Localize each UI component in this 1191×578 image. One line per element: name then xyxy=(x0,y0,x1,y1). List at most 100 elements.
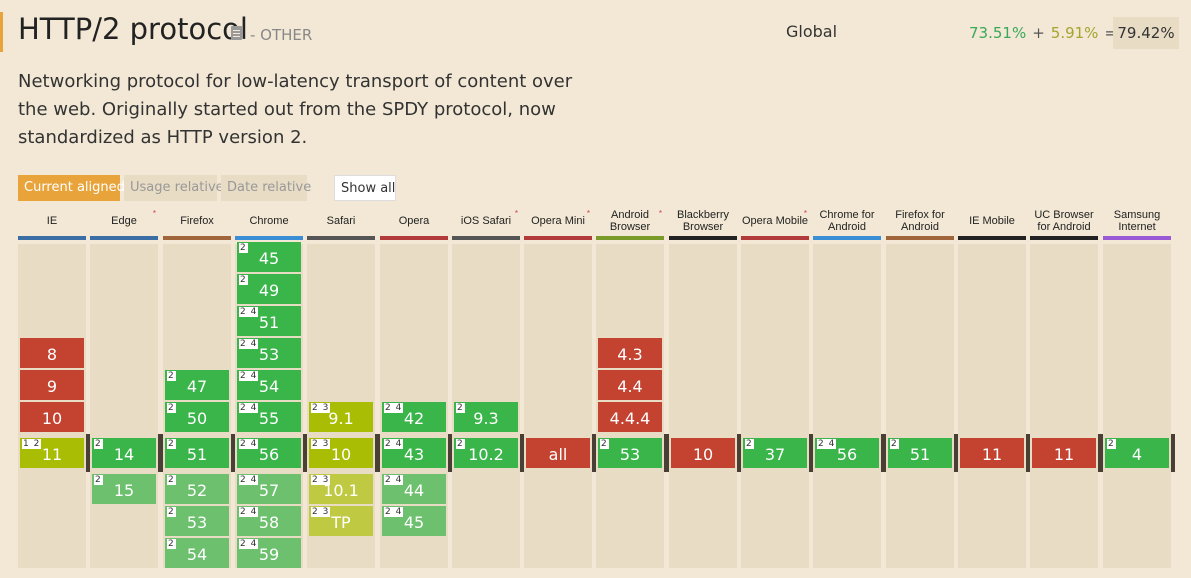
note-marker: 2 4 xyxy=(239,371,259,381)
browser-color-line xyxy=(669,236,737,240)
browser-color-line xyxy=(380,236,448,240)
version-label: 45 xyxy=(403,513,425,532)
version-cell[interactable]: 10.1 2 3 xyxy=(309,474,373,504)
version-cell[interactable]: 52 2 xyxy=(165,474,229,504)
browser-header[interactable]: Opera Mini * xyxy=(524,206,592,236)
version-cell[interactable]: 49 2 xyxy=(237,274,301,304)
version-label: 15 xyxy=(113,481,135,500)
accent-bar xyxy=(0,12,3,52)
version-cell[interactable]: 14 2 xyxy=(92,438,156,468)
version-cell[interactable]: 44 2 4 xyxy=(382,474,446,504)
version-cell[interactable]: 45 2 4 xyxy=(382,506,446,536)
browser-header[interactable]: UC Browser for Android xyxy=(1030,206,1098,236)
version-cell[interactable]: 10 2 3 xyxy=(309,438,373,468)
browser-header[interactable]: Firefox for Android xyxy=(886,206,954,236)
version-cell[interactable]: 47 2 xyxy=(165,370,229,400)
version-cell[interactable]: 51 2 xyxy=(165,438,229,468)
version-cell[interactable]: 54 2 4 xyxy=(237,370,301,400)
date-relative-button[interactable]: Date relative xyxy=(221,175,311,201)
show-all-button[interactable]: Show all xyxy=(334,175,396,201)
browser-color-line xyxy=(813,236,881,240)
browser-name: Chrome for Android xyxy=(819,209,875,233)
version-cell[interactable]: 51 2 4 xyxy=(237,306,301,336)
version-label: 53 xyxy=(258,345,280,364)
version-cell[interactable]: 9.3 2 xyxy=(454,402,518,432)
version-label: 9.1 xyxy=(328,409,354,428)
note-marker: 2 4 xyxy=(239,475,259,485)
version-label: 37 xyxy=(764,445,786,464)
version-cell[interactable]: 15 2 xyxy=(92,474,156,504)
version-cell[interactable]: 10.2 2 xyxy=(454,438,518,468)
version-cell[interactable]: 10 xyxy=(20,402,84,432)
version-label: 9.3 xyxy=(473,409,499,428)
version-cell[interactable]: 45 2 xyxy=(237,242,301,272)
version-label: 53 xyxy=(186,513,208,532)
version-cell[interactable]: 58 2 4 xyxy=(237,506,301,536)
version-cell[interactable]: 11 xyxy=(1032,438,1096,468)
usage-relative-button[interactable]: Usage relative xyxy=(124,175,224,201)
version-label: 51 xyxy=(909,445,931,464)
version-cell[interactable]: 9.1 2 3 xyxy=(309,402,373,432)
browser-header[interactable]: Edge * xyxy=(90,206,158,236)
browser-header[interactable]: Opera Mobile * xyxy=(741,206,809,236)
browser-header[interactable]: Android Browser * xyxy=(596,206,664,236)
version-cell[interactable]: 11 xyxy=(960,438,1024,468)
version-cell[interactable]: 50 2 xyxy=(165,402,229,432)
browser-header[interactable]: IE Mobile xyxy=(958,206,1026,236)
browser-name: Chrome xyxy=(249,215,289,227)
browser-header[interactable]: Opera xyxy=(380,206,448,236)
version-label: 4.4.4 xyxy=(609,409,651,428)
version-label: 54 xyxy=(186,545,208,564)
browser-name: Opera xyxy=(398,215,430,227)
version-cell[interactable]: 11 1 2 xyxy=(20,438,84,468)
version-label: 51 xyxy=(186,445,208,464)
usage-partial: 5.91% xyxy=(1050,24,1099,42)
version-cell[interactable]: 55 2 4 xyxy=(237,402,301,432)
version-cell[interactable]: 53 2 xyxy=(165,506,229,536)
version-cell[interactable]: 4.4.4 xyxy=(598,402,662,432)
browser-header[interactable]: Safari xyxy=(307,206,375,236)
browser-name: Opera Mobile xyxy=(741,215,809,227)
version-cell[interactable]: 42 2 4 xyxy=(382,402,446,432)
version-cell[interactable]: 9 xyxy=(20,370,84,400)
browser-name: Android Browser xyxy=(609,209,651,233)
current-aligned-button[interactable]: Current aligned xyxy=(18,175,125,201)
version-cell[interactable]: 37 2 xyxy=(743,438,807,468)
browser-column xyxy=(813,244,881,568)
note-marker: 2 xyxy=(167,539,176,549)
version-cell[interactable]: 57 2 4 xyxy=(237,474,301,504)
browser-header[interactable]: Blackberry Browser xyxy=(669,206,737,236)
document-icon[interactable] xyxy=(231,26,242,40)
version-cell[interactable]: TP 2 3 xyxy=(309,506,373,536)
note-marker: 2 xyxy=(167,403,176,413)
version-cell[interactable]: 51 2 xyxy=(888,438,952,468)
version-cell[interactable]: all xyxy=(526,438,590,468)
browser-color-line xyxy=(958,236,1026,240)
browser-header[interactable]: IE xyxy=(18,206,86,236)
version-cell[interactable]: 4.4 xyxy=(598,370,662,400)
version-cell[interactable]: 53 2 4 xyxy=(237,338,301,368)
version-cell[interactable]: 59 2 4 xyxy=(237,538,301,568)
note-marker: 2 xyxy=(745,439,754,449)
browser-header[interactable]: Firefox xyxy=(163,206,231,236)
version-label: 44 xyxy=(403,481,425,500)
version-label: 56 xyxy=(836,445,858,464)
note-marker: 2 4 xyxy=(384,475,404,485)
version-label: 10.1 xyxy=(323,481,359,500)
browser-header[interactable]: Samsung Internet xyxy=(1103,206,1171,236)
version-cell[interactable]: 8 xyxy=(20,338,84,368)
browser-header[interactable]: Chrome xyxy=(235,206,303,236)
version-cell[interactable]: 56 2 4 xyxy=(815,438,879,468)
browser-header[interactable]: iOS Safari * xyxy=(452,206,520,236)
version-cell[interactable]: 10 xyxy=(671,438,735,468)
version-cell[interactable]: 53 2 xyxy=(598,438,662,468)
version-cell[interactable]: 4.3 xyxy=(598,338,662,368)
version-cell[interactable]: 43 2 4 xyxy=(382,438,446,468)
browser-color-line xyxy=(1030,236,1098,240)
version-cell[interactable]: 56 2 4 xyxy=(237,438,301,468)
version-cell[interactable]: 54 2 xyxy=(165,538,229,568)
browser-column xyxy=(524,244,592,568)
category-label: - OTHER xyxy=(250,26,313,44)
browser-header[interactable]: Chrome for Android xyxy=(813,206,881,236)
